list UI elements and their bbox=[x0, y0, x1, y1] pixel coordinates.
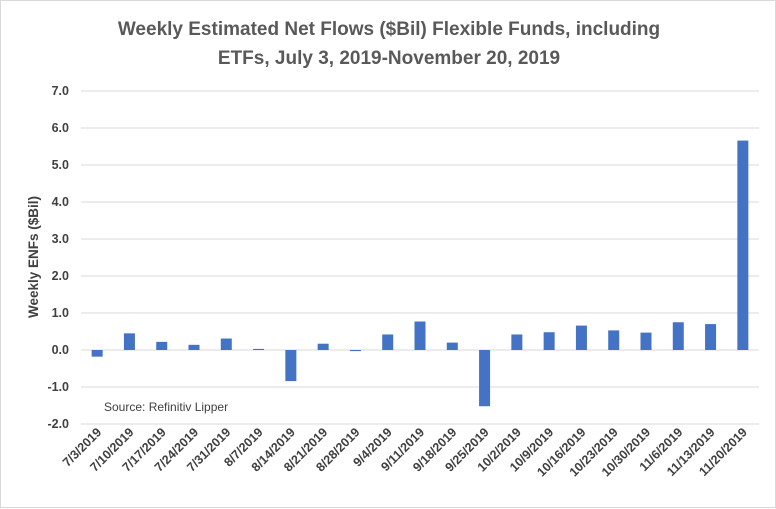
bar bbox=[156, 341, 168, 350]
y-tick-label: 0.0 bbox=[52, 343, 69, 357]
bar bbox=[479, 350, 491, 407]
gridlines bbox=[81, 90, 759, 425]
y-tick-label: 4.0 bbox=[52, 195, 69, 209]
bar bbox=[91, 350, 103, 357]
bar bbox=[188, 344, 200, 350]
bar bbox=[220, 338, 232, 350]
y-tick-label: 6.0 bbox=[52, 121, 69, 135]
bar bbox=[608, 330, 620, 350]
y-axis-ticks: 7.0 6.0 5.0 4.0 3.0 2.0 1.0 0.0 -1.0 -2.0 bbox=[47, 84, 69, 431]
y-tick-label: 3.0 bbox=[52, 232, 69, 246]
bar bbox=[543, 332, 555, 350]
bar bbox=[640, 332, 652, 350]
x-axis-ticks: 7/3/20197/10/20197/17/20197/24/20197/31/… bbox=[60, 425, 750, 479]
bar bbox=[737, 140, 749, 350]
source-note: Source: Refinitiv Lipper bbox=[104, 400, 228, 414]
y-tick-label: -1.0 bbox=[47, 380, 69, 394]
bars bbox=[91, 140, 749, 407]
y-tick-label: 1.0 bbox=[52, 306, 69, 320]
bar bbox=[705, 324, 717, 350]
chart-title-line2: ETFs, July 3, 2019-November 20, 2019 bbox=[217, 48, 561, 69]
y-tick-label: 5.0 bbox=[52, 158, 69, 172]
bar bbox=[575, 325, 587, 350]
bar bbox=[511, 334, 523, 350]
bar bbox=[382, 334, 394, 350]
y-axis-label: Weekly ENFs ($Bil) bbox=[26, 196, 41, 318]
bar bbox=[317, 343, 329, 350]
bar bbox=[414, 321, 426, 350]
bar bbox=[253, 348, 265, 350]
y-tick-label: -2.0 bbox=[47, 417, 69, 431]
chart-title: Weekly Estimated Net Flows ($Bil) Flexib… bbox=[1, 15, 776, 73]
bar bbox=[123, 333, 135, 350]
chart-title-line1: Weekly Estimated Net Flows ($Bil) Flexib… bbox=[117, 19, 661, 40]
bar bbox=[672, 322, 684, 350]
bar bbox=[349, 350, 361, 352]
y-tick-label: 7.0 bbox=[52, 84, 69, 98]
y-tick-label: 2.0 bbox=[52, 269, 69, 283]
bar bbox=[285, 350, 297, 382]
bar bbox=[446, 342, 458, 350]
